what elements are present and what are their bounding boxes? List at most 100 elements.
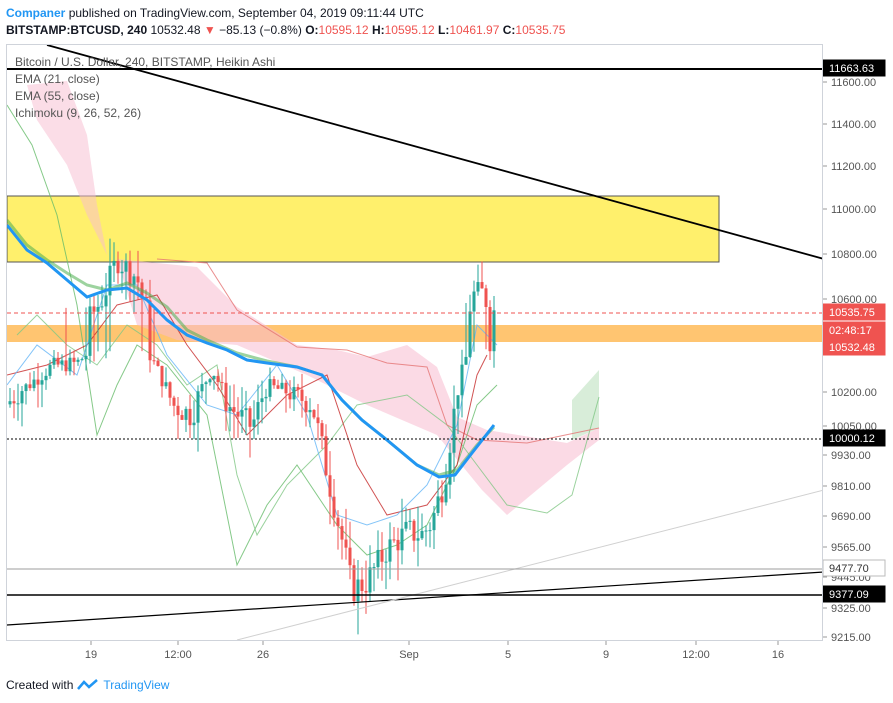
candle-body xyxy=(404,521,408,529)
candle-body xyxy=(156,360,160,366)
candle-body xyxy=(428,530,432,532)
candle-body xyxy=(136,276,140,283)
candle xyxy=(16,383,20,421)
candle-body xyxy=(184,408,188,420)
candle-body xyxy=(340,526,344,540)
candle-body xyxy=(176,405,180,416)
candle-body xyxy=(400,528,404,551)
candle-body xyxy=(348,547,352,566)
candle xyxy=(88,297,92,364)
candle-body xyxy=(228,407,232,412)
candle xyxy=(164,367,168,389)
price-tag-label: 02:48:17 xyxy=(829,325,872,337)
candle xyxy=(324,424,328,477)
chart-title: Bitcoin / U.S. Dollar, 240, BITSTAMP, He… xyxy=(15,55,276,69)
candle-body xyxy=(28,384,32,389)
candle-body xyxy=(172,397,176,406)
author-link[interactable]: Companer xyxy=(6,6,66,20)
candle-body xyxy=(164,382,168,387)
candle xyxy=(492,296,496,368)
candles xyxy=(8,238,496,635)
candle-body xyxy=(376,549,380,568)
candle xyxy=(24,383,28,405)
candle-body xyxy=(460,364,464,396)
candle xyxy=(224,366,228,431)
candle-body xyxy=(36,379,40,385)
price-tag: 9477.70 xyxy=(822,559,886,577)
candle xyxy=(288,380,292,409)
candle xyxy=(160,365,164,398)
price-axis[interactable]: 11600.00 11400.00 11200.00 11000.00 10800.00… xyxy=(822,44,893,664)
candle-body xyxy=(268,379,272,397)
candle-body xyxy=(352,565,356,602)
price-tick-label: 11200.00 xyxy=(831,161,876,173)
candle-body xyxy=(56,357,60,365)
down-arrow-icon: ▼ xyxy=(203,23,216,37)
price-chart[interactable] xyxy=(7,45,823,664)
candle xyxy=(456,395,460,434)
ichimoku-cloud-bear xyxy=(117,259,599,515)
candle-body xyxy=(280,382,284,389)
time-tick-label: 26 xyxy=(257,649,269,661)
price-tag-bg xyxy=(822,429,886,447)
low-label: L: xyxy=(438,23,450,37)
candle xyxy=(52,349,56,369)
candle xyxy=(128,250,132,302)
candle xyxy=(328,451,332,525)
candle-body xyxy=(476,282,480,292)
legend-ema21[interactable]: EMA (21, close) xyxy=(15,72,100,86)
high-label: H: xyxy=(371,23,385,37)
candle xyxy=(244,390,248,436)
price-tag: 11663.63 xyxy=(822,59,886,77)
candle-body xyxy=(32,379,36,389)
candle-body xyxy=(16,403,20,405)
candle xyxy=(292,376,296,412)
candle xyxy=(248,406,252,458)
candle-body xyxy=(76,359,80,362)
candle xyxy=(268,367,272,402)
candle xyxy=(96,294,100,352)
candle xyxy=(296,383,300,398)
candle-body xyxy=(244,408,248,411)
tradingview-link[interactable]: TradingView xyxy=(103,678,170,692)
candle xyxy=(344,508,348,560)
candle-body xyxy=(224,382,228,412)
candle-body xyxy=(384,561,388,563)
candle xyxy=(264,388,268,413)
candle-body xyxy=(220,382,224,384)
candle-body xyxy=(436,496,440,513)
time-tick-label: 12:00 xyxy=(164,649,192,661)
candle xyxy=(408,509,412,530)
candle-body xyxy=(368,567,372,593)
candle xyxy=(376,530,380,579)
senkou-span-b-line xyxy=(16,314,600,537)
chart-pane[interactable]: Bitcoin / U.S. Dollar, 240, BITSTAMP, He… xyxy=(6,44,823,664)
candle-body xyxy=(24,384,28,392)
candle xyxy=(356,559,360,635)
candle xyxy=(488,300,492,360)
candle-body xyxy=(68,357,72,372)
candle-body xyxy=(124,261,128,272)
price-tag: 10000.12 xyxy=(822,429,886,447)
time-axis[interactable]: 19 12:00 26 Sep 5 9 12:00 16 xyxy=(6,640,823,665)
candle xyxy=(48,359,52,379)
price-tag-label: 10535.75 xyxy=(829,307,875,319)
ichimoku-cloud-bull xyxy=(572,370,599,440)
candle xyxy=(316,403,320,441)
price-tick-label: 11000.00 xyxy=(831,204,876,216)
time-tick-label: 5 xyxy=(505,649,511,661)
candle-body xyxy=(8,401,12,405)
legend-ichimoku[interactable]: Ichimoku (9, 26, 52, 26) xyxy=(15,106,142,120)
legend-ema55[interactable]: EMA (55, close) xyxy=(15,89,100,103)
candle-body xyxy=(452,408,456,453)
candle-body xyxy=(180,415,184,420)
candle xyxy=(440,480,444,518)
price-tag-bg xyxy=(822,303,886,321)
candle-body xyxy=(344,539,348,548)
candle-body xyxy=(472,291,476,312)
candle-body xyxy=(96,307,100,312)
high-value: 10595.12 xyxy=(384,23,435,37)
candle xyxy=(304,396,308,427)
candle-body xyxy=(396,539,400,551)
candle-body xyxy=(216,375,220,383)
